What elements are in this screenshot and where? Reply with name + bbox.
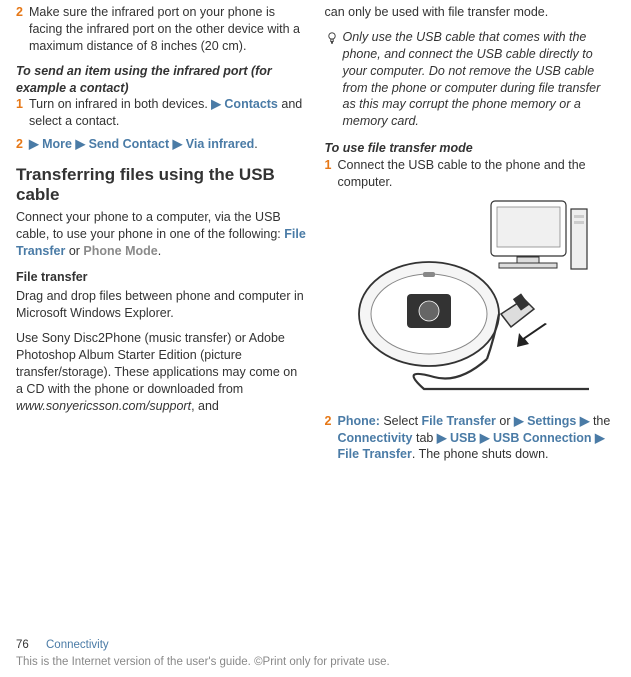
- step-number: 2: [16, 136, 29, 153]
- step-text: Connect the USB cable to the phone and t…: [338, 157, 616, 191]
- menu-arrow-icon: ▶: [29, 137, 39, 151]
- text: . The phone shuts down.: [412, 447, 549, 461]
- step-item: 2 Phone: Select File Transfer or ▶ Setti…: [325, 413, 616, 464]
- paragraph: Use Sony Disc2Phone (music transfer) or …: [16, 330, 307, 414]
- menu-item: Via infrared: [186, 137, 255, 151]
- menu-item: More: [42, 137, 72, 151]
- subheading: To send an item using the infrared port …: [16, 63, 307, 97]
- footer-disclaimer: This is the Internet version of the user…: [16, 655, 615, 671]
- menu-item: File Transfer: [422, 414, 496, 428]
- menu-arrow-icon: ▶: [173, 137, 183, 151]
- step-item: 1 Connect the USB cable to the phone and…: [325, 157, 616, 191]
- mode-label: Phone Mode: [83, 244, 157, 258]
- note-block: Only use the USB cable that comes with t…: [343, 29, 616, 130]
- paragraph: can only be used with file transfer mode…: [325, 4, 616, 21]
- page-number: 76: [16, 639, 29, 651]
- step-item: 2 Make sure the infrared port on your ph…: [16, 4, 307, 55]
- menu-item: Connectivity: [338, 431, 413, 445]
- menu-item: Contacts: [224, 97, 277, 111]
- text: Select: [380, 414, 422, 428]
- text: Use Sony Disc2Phone (music transfer) or …: [16, 331, 297, 396]
- menu-arrow-icon: ▶: [437, 431, 447, 445]
- step-text: Phone: Select File Transfer or ▶ Setting…: [338, 413, 616, 464]
- tip-icon: [325, 31, 339, 50]
- subheading: To use file transfer mode: [325, 140, 616, 157]
- note-text: Only use the USB cable that comes with t…: [343, 30, 601, 128]
- subsection-heading: File transfer: [16, 269, 307, 286]
- left-column: 2 Make sure the infrared port on your ph…: [16, 4, 307, 469]
- text: or: [496, 414, 514, 428]
- paragraph: Drag and drop files between phone and co…: [16, 288, 307, 322]
- step-number: 1: [16, 96, 29, 113]
- text: Connect your phone to a computer, via th…: [16, 210, 284, 241]
- chapter-title: Connectivity: [46, 639, 109, 651]
- menu-arrow-icon: ▶: [75, 137, 85, 151]
- text: or: [65, 244, 83, 258]
- step-text: Make sure the infrared port on your phon…: [29, 4, 307, 55]
- text: .: [158, 244, 161, 258]
- device-label: Phone:: [338, 414, 380, 428]
- text: Turn on infrared in both devices.: [29, 97, 208, 111]
- step-number: 2: [16, 4, 29, 21]
- step-text: ▶ More ▶ Send Contact ▶ Via infrared.: [29, 136, 307, 153]
- menu-item: Send Contact: [89, 137, 170, 151]
- text: , and: [191, 399, 219, 413]
- url-text: www.sonyericsson.com/support: [16, 399, 191, 413]
- menu-arrow-icon: ▶: [211, 97, 221, 111]
- phone-usb-illustration: [339, 199, 616, 399]
- page-footer: 76 Connectivity This is the Internet ver…: [16, 638, 615, 671]
- text: tab: [413, 431, 437, 445]
- step-item: 2 ▶ More ▶ Send Contact ▶ Via infrared.: [16, 136, 307, 153]
- menu-item: USB Connection: [493, 431, 592, 445]
- text: the: [589, 414, 610, 428]
- step-number: 1: [325, 157, 338, 174]
- text: .: [254, 137, 257, 151]
- menu-item: USB: [450, 431, 476, 445]
- right-column: can only be used with file transfer mode…: [325, 4, 616, 469]
- step-text: Turn on infrared in both devices. ▶ Cont…: [29, 96, 307, 130]
- section-heading: Transferring files using the USB cable: [16, 165, 307, 206]
- step-number: 2: [325, 413, 338, 430]
- menu-arrow-icon: ▶: [480, 431, 490, 445]
- menu-arrow-icon: ▶: [514, 414, 524, 428]
- menu-item: Settings: [527, 414, 576, 428]
- menu-item: File Transfer: [338, 447, 412, 461]
- menu-arrow-icon: ▶: [595, 431, 605, 445]
- paragraph: Connect your phone to a computer, via th…: [16, 209, 307, 260]
- step-item: 1 Turn on infrared in both devices. ▶ Co…: [16, 96, 307, 130]
